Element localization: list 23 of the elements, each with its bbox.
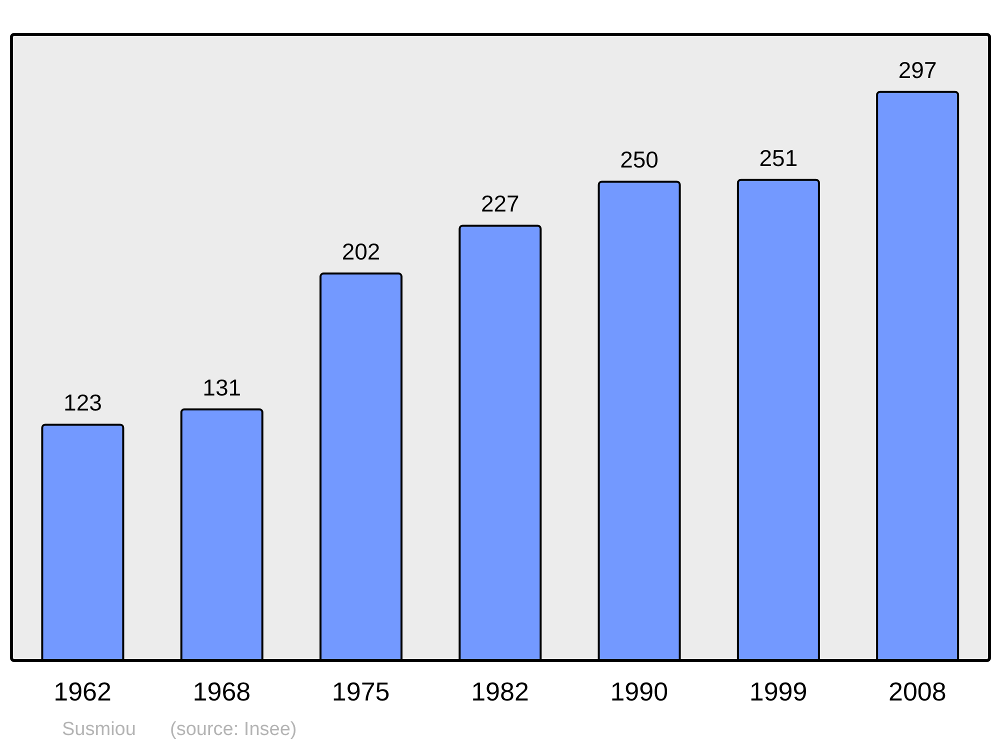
text: Susmiou: [62, 719, 136, 741]
bar: [598, 180, 681, 661]
x-tick-label: 1975: [332, 676, 390, 706]
data-label: 251: [759, 144, 798, 171]
data-label: 131: [202, 374, 242, 400]
x-tick-label: 1968: [192, 676, 251, 706]
bar: [736, 178, 820, 661]
data-label: 123: [64, 390, 102, 416]
bar: [876, 90, 960, 661]
bar: [41, 424, 124, 661]
x-tick-label: 1962: [54, 676, 112, 706]
x-tick-label: 1999: [749, 676, 808, 706]
bar: [180, 408, 264, 661]
text: (source: Insee): [170, 719, 297, 741]
x-tick-label: 1990: [610, 676, 668, 706]
x-tick-label: 1982: [471, 676, 529, 706]
data-label: 250: [620, 146, 658, 173]
data-label: 297: [898, 56, 937, 83]
bar: [458, 224, 542, 661]
x-tick-label: 2008: [888, 676, 946, 706]
data-label: 227: [480, 190, 520, 217]
data-label: 202: [342, 238, 380, 265]
bar: [320, 272, 403, 661]
